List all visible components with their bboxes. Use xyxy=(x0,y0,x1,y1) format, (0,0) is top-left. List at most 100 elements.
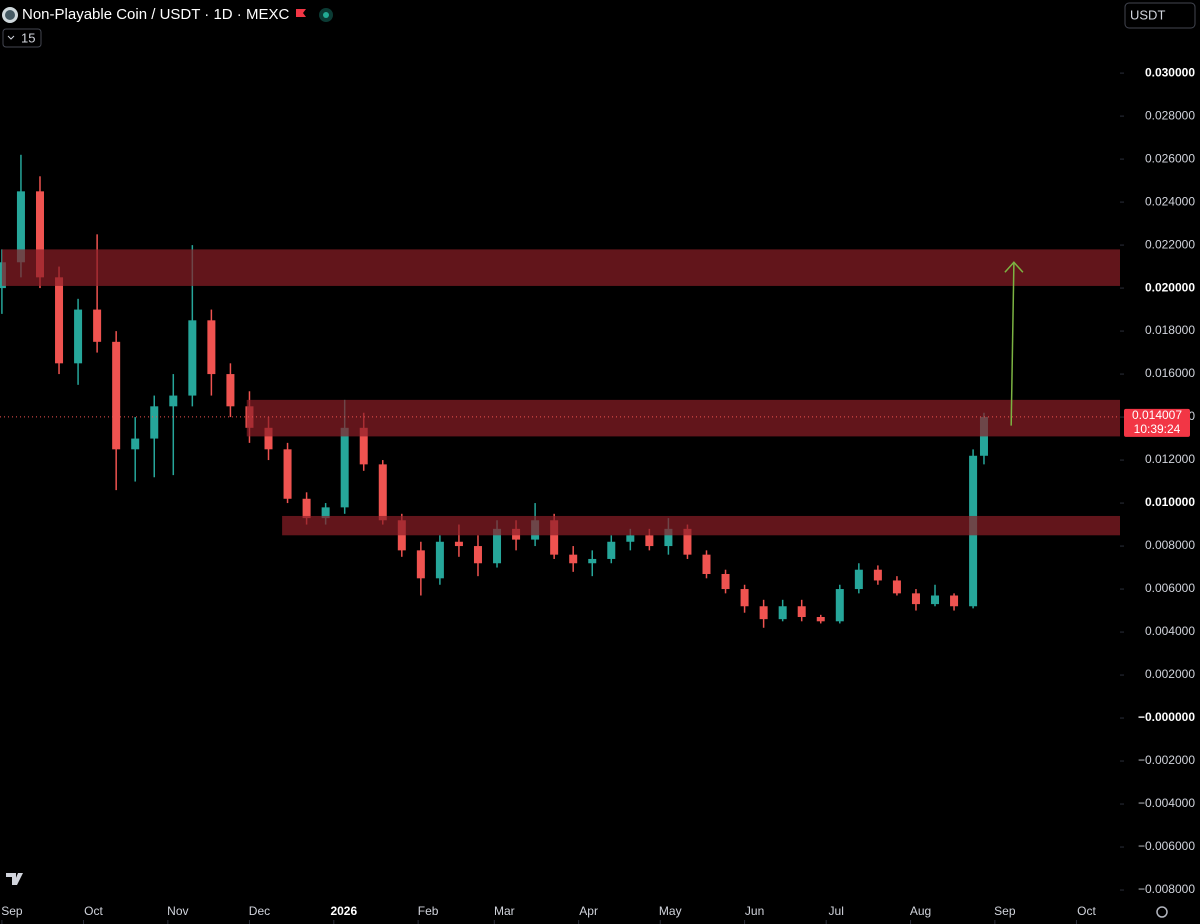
zone xyxy=(246,399,1120,437)
settings-icon[interactable] xyxy=(1156,906,1168,918)
x-tick-label: Feb xyxy=(418,904,439,918)
y-tick-label: 0.018000 xyxy=(1145,323,1195,337)
x-tick-label: 2026 xyxy=(330,904,357,918)
candle-body xyxy=(283,449,292,499)
y-tick-label: 0.020000 xyxy=(1145,280,1195,294)
candle-body xyxy=(683,528,692,555)
x-tick-label: Nov xyxy=(167,904,188,918)
candle-body xyxy=(359,427,368,465)
x-tick-label: Mar xyxy=(494,904,515,918)
candle-body xyxy=(626,535,635,542)
candle-body xyxy=(950,595,959,607)
zone xyxy=(1,249,1121,286)
candle-body xyxy=(473,546,482,564)
candle-body xyxy=(321,507,330,519)
candle-body xyxy=(74,309,83,364)
symbol-title: Non-Playable Coin / USDT · 1D · MEXC xyxy=(22,6,289,23)
candle-body xyxy=(302,498,311,519)
x-tick-label: Aug xyxy=(910,904,931,918)
x-tick-label: Dec xyxy=(249,904,270,918)
y-tick-label: 0.008000 xyxy=(1145,538,1195,552)
y-tick-label: 0.026000 xyxy=(1145,151,1195,165)
candle-body xyxy=(55,277,64,364)
candle-body xyxy=(93,309,102,342)
flag-icon[interactable] xyxy=(296,9,306,17)
arrow-head xyxy=(1004,261,1024,273)
candle-body xyxy=(454,541,463,547)
candle-body xyxy=(493,528,502,564)
zone xyxy=(282,515,1120,536)
x-tick-label: Sep xyxy=(1,904,23,918)
candle-body xyxy=(607,541,616,559)
candle-body xyxy=(892,580,901,594)
y-tick-label: 0.002000 xyxy=(1145,667,1195,681)
candle-body xyxy=(35,191,44,278)
candle-body xyxy=(778,606,787,620)
candle-body xyxy=(759,606,768,620)
y-tick-label: 0.012000 xyxy=(1145,452,1195,466)
y-tick-label: −0.000000 xyxy=(1138,710,1195,724)
candle-body xyxy=(702,554,711,575)
candle-body xyxy=(873,569,882,581)
tv-logo[interactable] xyxy=(6,873,23,885)
candle-body xyxy=(740,589,749,607)
interval-button[interactable] xyxy=(2,28,42,48)
candle-body xyxy=(226,374,235,407)
candle-body xyxy=(721,574,730,590)
candle-body xyxy=(435,541,444,579)
candle-body xyxy=(797,606,806,618)
candle-body xyxy=(835,589,844,622)
candle-body xyxy=(131,438,140,450)
candle-body xyxy=(264,427,273,450)
chevron xyxy=(7,35,15,40)
candle-body xyxy=(816,617,825,622)
y-tick-label: −0.008000 xyxy=(1138,882,1195,896)
y-tick-label: 0.016000 xyxy=(1145,366,1195,380)
candle-body xyxy=(378,464,387,521)
candle-body xyxy=(931,595,940,605)
y-tick-label: −0.006000 xyxy=(1138,839,1195,853)
candle-body xyxy=(550,520,559,555)
x-tick-label: Jun xyxy=(745,904,764,918)
currency-select[interactable] xyxy=(1124,2,1196,29)
y-tick-label: 0.006000 xyxy=(1145,581,1195,595)
price-tag-countdown: 10:39:24 xyxy=(1134,422,1181,436)
y-tick-label: 0.028000 xyxy=(1145,108,1195,122)
candle-body xyxy=(854,569,863,590)
candle-body xyxy=(588,558,597,564)
x-tick-label: Oct xyxy=(1077,904,1096,918)
x-tick-label: Jul xyxy=(829,904,844,918)
candle-body xyxy=(340,427,349,508)
y-tick-label: 0.024000 xyxy=(1145,194,1195,208)
plot-area xyxy=(0,154,1121,628)
candle-body xyxy=(207,320,216,375)
candle-body xyxy=(664,528,673,547)
x-tick-label: Sep xyxy=(994,904,1016,918)
candle-body xyxy=(645,535,654,547)
y-tick-label: 0.004000 xyxy=(1145,624,1195,638)
y-tick-label: −0.004000 xyxy=(1138,796,1195,810)
y-tick-label: 0.030000 xyxy=(1145,65,1195,79)
interval-value: 15 xyxy=(21,30,35,45)
y-tick-label: −0.002000 xyxy=(1138,753,1195,767)
x-tick-label: Apr xyxy=(579,904,598,918)
candle-body xyxy=(569,554,578,564)
candle-body xyxy=(416,550,425,579)
candle-body xyxy=(911,593,920,605)
price-tag xyxy=(1124,408,1190,437)
candle-body xyxy=(112,341,121,450)
price-tag-value: 0.014007 xyxy=(1132,408,1182,422)
candle-body xyxy=(188,320,197,396)
y-tick-label: 0.022000 xyxy=(1145,237,1195,251)
candle-body xyxy=(150,406,159,439)
candle-body xyxy=(16,191,25,263)
x-tick-label: Oct xyxy=(84,904,103,918)
x-tick-label: May xyxy=(659,904,682,918)
currency-label: USDT xyxy=(1130,7,1165,22)
candle-body xyxy=(169,395,178,407)
y-tick-label: 0.010000 xyxy=(1145,495,1195,509)
arrow-line xyxy=(1010,262,1015,426)
